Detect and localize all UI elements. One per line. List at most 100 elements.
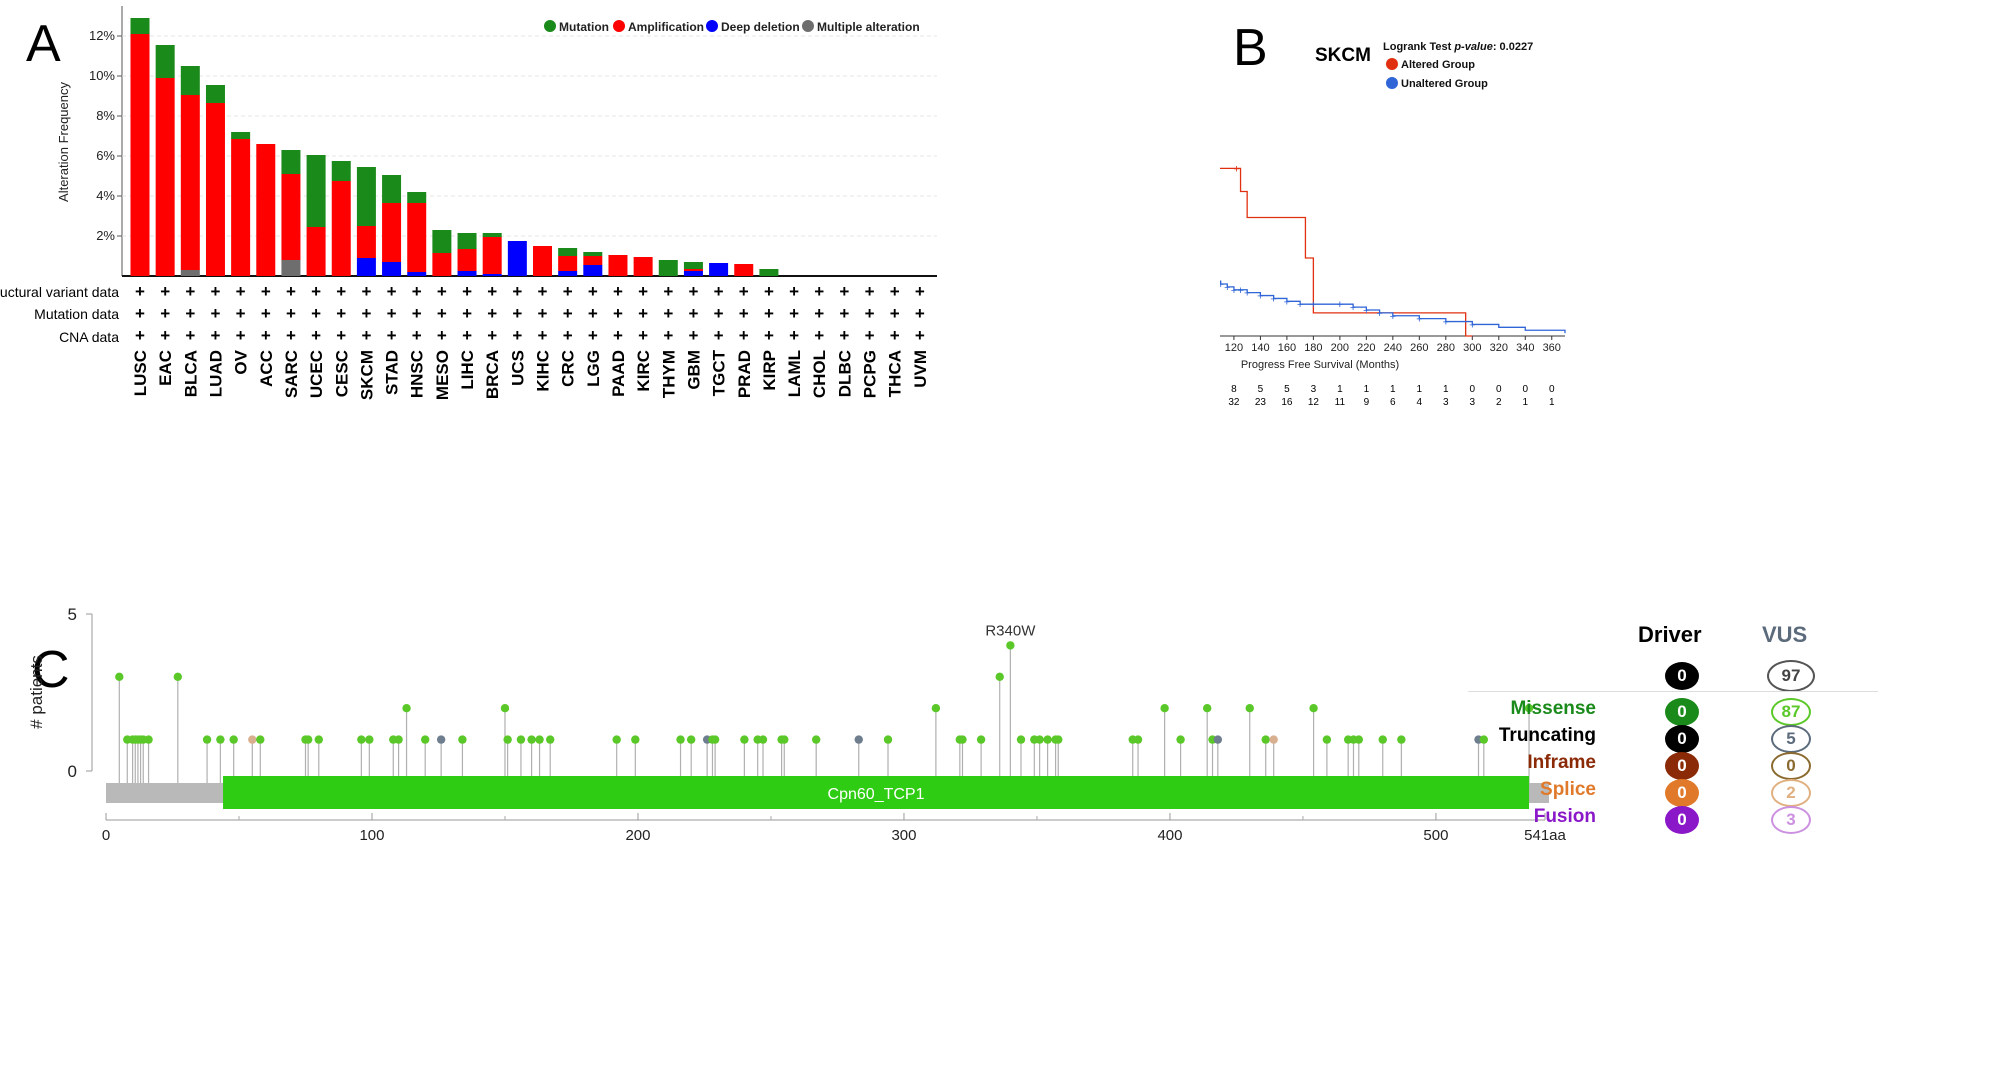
a-bar-luad-amplification xyxy=(205,103,225,276)
a-row-marker: + xyxy=(211,304,221,323)
a-row-marker: + xyxy=(361,282,371,301)
legend-row-driver: 0 xyxy=(1665,806,1699,834)
legend-total-driver: 0 xyxy=(1665,662,1699,690)
a-bar-lgg-deep-deletion xyxy=(583,265,603,276)
a-bar-meso-amplification xyxy=(432,253,452,276)
b-risk-value: 1 xyxy=(1549,397,1555,408)
b-risk-value: 23 xyxy=(1255,397,1267,408)
a-row-marker: + xyxy=(286,304,296,323)
b-risk-value: 1 xyxy=(1364,384,1370,395)
a-row-marker: + xyxy=(261,282,271,301)
legend-row-driver: 0 xyxy=(1665,752,1699,780)
a-row-marker: + xyxy=(638,282,648,301)
c-lollipop-head xyxy=(1343,735,1353,744)
c-lollipop-head xyxy=(1051,735,1060,744)
a-row-marker: + xyxy=(638,326,648,345)
c-lollipop-head xyxy=(303,735,313,744)
c-lollipop-head xyxy=(128,735,137,744)
a-y-tick-label: 2% xyxy=(96,228,115,243)
a-bar-lihc-amplification xyxy=(457,249,477,271)
a-row-marker: + xyxy=(663,326,673,345)
a-row-marker: + xyxy=(261,326,271,345)
a-bar-sarc-multiple-alteration xyxy=(281,260,301,276)
a-bar-gbm-mutation xyxy=(683,262,703,269)
c-lollipop-head xyxy=(1208,735,1217,744)
a-row-marker: + xyxy=(865,326,875,345)
legend-row-vus: 3 xyxy=(1771,806,1811,834)
c-lollipop-head xyxy=(758,735,768,744)
a-row-marker: + xyxy=(890,326,900,345)
c-lollipop-head xyxy=(958,735,967,744)
a-category-label: PRAD xyxy=(735,350,754,398)
legend-row-label: Fusion xyxy=(1533,806,1596,827)
a-row-marker: + xyxy=(160,326,170,345)
c-lollipop-head xyxy=(1035,735,1044,744)
a-legend-label: Deep deletion xyxy=(721,20,800,34)
a-row-marker: + xyxy=(211,326,221,345)
c-lollipop-head xyxy=(710,735,720,744)
b-risk-value: 8 xyxy=(1231,384,1237,395)
a-bar-ucec-mutation xyxy=(306,155,326,227)
b-risk-value: 3 xyxy=(1311,384,1317,395)
legend-row-vus: 5 xyxy=(1771,725,1811,753)
c-lollipop-head xyxy=(740,735,749,744)
c-lollipop-head xyxy=(420,735,430,744)
a-y-tick-label: 12% xyxy=(89,28,115,43)
a-row-marker: + xyxy=(160,282,170,301)
c-lollipop-head xyxy=(229,735,238,744)
a-bar-lgg-amplification xyxy=(583,256,603,265)
a-bar-cesc-mutation xyxy=(331,161,351,181)
a-row-marker: + xyxy=(211,282,221,301)
a-row-marker: + xyxy=(437,304,447,323)
c-lollipop-head xyxy=(365,735,374,744)
b-risk-value: 1 xyxy=(1443,384,1449,395)
c-lollipop-head xyxy=(1213,735,1223,744)
c-lollipop-head xyxy=(1128,735,1137,744)
a-bar-skcm-mutation xyxy=(356,167,376,226)
a-bar-kirp-mutation xyxy=(759,269,779,276)
a-bar-ov-amplification xyxy=(231,139,251,276)
panel-c-label: C xyxy=(32,641,70,699)
b-censor-unaltered: + xyxy=(1224,282,1230,294)
a-row-marker: + xyxy=(538,282,548,301)
a-category-label: BRCA xyxy=(483,350,502,399)
a-row-marker: + xyxy=(336,304,346,323)
a-row-marker: + xyxy=(613,304,623,323)
a-category-label: THCA xyxy=(886,350,905,397)
c-lollipop-head xyxy=(1349,735,1358,744)
a-row-marker: + xyxy=(185,282,195,301)
b-risk-value: 5 xyxy=(1284,384,1290,395)
c-lollipop-head xyxy=(1043,735,1052,744)
a-bar-sarc-amplification xyxy=(281,174,301,260)
a-row-marker: + xyxy=(361,304,371,323)
a-y-tick-label: 10% xyxy=(89,68,115,83)
a-row-marker: + xyxy=(462,326,472,345)
a-category-label: DLBC xyxy=(835,350,854,397)
a-row-marker: + xyxy=(890,282,900,301)
c-lollipop-head xyxy=(136,735,145,744)
b-risk-value: 11 xyxy=(1335,397,1346,408)
c-lollipop-head xyxy=(1378,735,1387,744)
a-y-tick-label: 6% xyxy=(96,148,115,163)
c-lollipop-head xyxy=(1133,735,1143,744)
b-x-tick-label: 260 xyxy=(1410,342,1428,354)
a-category-label: KIRC xyxy=(634,350,653,392)
b-risk-value: 3 xyxy=(1470,397,1476,408)
a-row-marker: + xyxy=(387,282,397,301)
b-x-tick-label: 300 xyxy=(1463,342,1481,354)
a-row-marker: + xyxy=(688,326,698,345)
c-lollipop-head xyxy=(389,735,398,744)
legend-col-driver: Driver xyxy=(1638,622,1702,647)
c-lollipop-head xyxy=(702,735,712,744)
b-x-tick-label: 160 xyxy=(1278,342,1296,354)
a-row-marker: + xyxy=(311,282,321,301)
b-risk-value: 9 xyxy=(1364,397,1370,408)
a-category-label: HNSC xyxy=(408,350,427,398)
c-lollipop-head xyxy=(1309,704,1318,713)
c-lollipop-head xyxy=(1354,735,1364,744)
b-censor-unaltered: + xyxy=(1244,288,1250,300)
b-x-tick-label: 360 xyxy=(1543,342,1561,354)
a-category-label: CESC xyxy=(332,350,351,397)
a-row-marker: + xyxy=(236,304,246,323)
a-category-label: STAD xyxy=(383,350,402,395)
